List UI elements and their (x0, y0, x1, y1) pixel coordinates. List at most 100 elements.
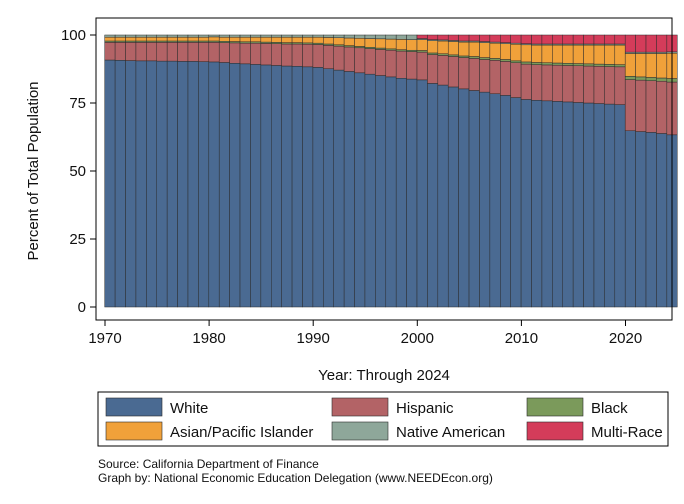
bar-segment (385, 49, 397, 78)
bar-segment (531, 100, 543, 308)
legend: White Hispanic Black Asian/Pacific Islander… (97, 391, 669, 447)
bar-segment (395, 78, 407, 308)
bar-segment (156, 36, 168, 42)
bar-segment (468, 58, 480, 91)
bar-segment (333, 69, 345, 308)
bar-segment (146, 36, 157, 42)
bar-segment (416, 51, 428, 81)
bar-segment (427, 54, 439, 84)
bar-segment (385, 38, 397, 50)
bar-segment (583, 34, 595, 45)
bar-segment (416, 34, 428, 39)
bar-segment (208, 34, 220, 38)
bar-segment (218, 34, 230, 38)
bar-segment (333, 37, 345, 46)
bar-segment (406, 51, 418, 80)
bar-segment (489, 93, 501, 308)
legend-label: Multi-Race (591, 424, 663, 441)
bar-segment (208, 61, 220, 308)
bar-segment (239, 34, 251, 38)
y-tick-label: 100 (61, 27, 86, 44)
bar-segment (354, 38, 366, 47)
bar-segment (260, 36, 272, 43)
bar-segment (166, 42, 178, 62)
bar-segment (656, 80, 668, 134)
bar-segment (552, 34, 563, 45)
bar-segment (624, 53, 636, 77)
bar-segment (354, 34, 366, 39)
bar-segment (468, 41, 480, 57)
bar-segment (125, 36, 137, 42)
source-note: Source: California Department of Finance (98, 457, 319, 471)
bar-segment (187, 36, 199, 42)
bar-segment (395, 34, 407, 40)
bar-segment (271, 65, 282, 308)
bar-segment (635, 34, 647, 53)
bar-segment (187, 42, 199, 62)
legend-item: White (105, 397, 208, 417)
legend-label: White (170, 400, 208, 417)
bar-segment (500, 61, 511, 96)
bar-segment (177, 42, 189, 62)
bar-segment (302, 34, 314, 38)
bar-segment (489, 34, 501, 43)
bar-segment (281, 43, 293, 67)
bar-segment (156, 42, 168, 62)
bar-segment (437, 53, 449, 56)
bar-segment (489, 58, 501, 61)
bar-segment (333, 45, 345, 71)
bar-segment (583, 63, 595, 67)
bar-segment (541, 34, 553, 45)
bar-segment (291, 36, 303, 43)
bar-segment (645, 34, 657, 53)
bar-segment (323, 37, 334, 45)
bar-segment (198, 36, 210, 42)
bar-segment (531, 34, 543, 45)
bar-segment (624, 79, 636, 131)
bar-segment (323, 34, 334, 38)
bar-segment (416, 79, 428, 308)
bar-segment (218, 42, 230, 63)
bar-segment (250, 34, 262, 38)
bar-segment (312, 67, 324, 308)
bar-segment (458, 88, 470, 308)
bar-segment (343, 71, 355, 308)
legend-swatch (526, 421, 584, 441)
bar-segment (468, 56, 480, 59)
bar-segment (135, 42, 147, 62)
bar-segment (656, 77, 668, 82)
bar-segment (250, 36, 262, 43)
bar-segment (531, 44, 543, 63)
bar-segment (156, 60, 168, 308)
bar-segment (114, 60, 126, 308)
y-tick-label: 75 (69, 95, 86, 112)
bar-segment (104, 42, 116, 61)
bar-segment (156, 34, 168, 38)
bar-segment (635, 76, 647, 81)
x-tick-label: 2000 (401, 330, 434, 347)
bar-segment (385, 34, 397, 40)
bar-segment (604, 103, 616, 308)
bar-segment (447, 34, 459, 41)
bar-segment (645, 53, 657, 78)
bar-segment (427, 83, 439, 308)
bar-segment (218, 36, 230, 42)
bar-segment (604, 66, 616, 105)
bar-segment (187, 34, 199, 38)
bar-segment (146, 42, 157, 62)
bar-segment (656, 34, 668, 53)
bar-segment (614, 66, 626, 105)
bar-segment (302, 66, 314, 308)
bar-segment (343, 34, 355, 39)
bar-segment (572, 44, 584, 64)
bar-segment (218, 62, 230, 308)
bar-segment (593, 63, 605, 67)
bar-segment (208, 42, 220, 63)
bar-segment (635, 53, 647, 78)
bar-segment (166, 34, 178, 38)
legend-label: Native American (396, 424, 505, 441)
bar-segment (146, 34, 157, 38)
axes-layer: 0 25 50 75 100 1970 1980 1990 2000 2010 2020 (61, 17, 673, 347)
bar-segment (645, 132, 657, 308)
